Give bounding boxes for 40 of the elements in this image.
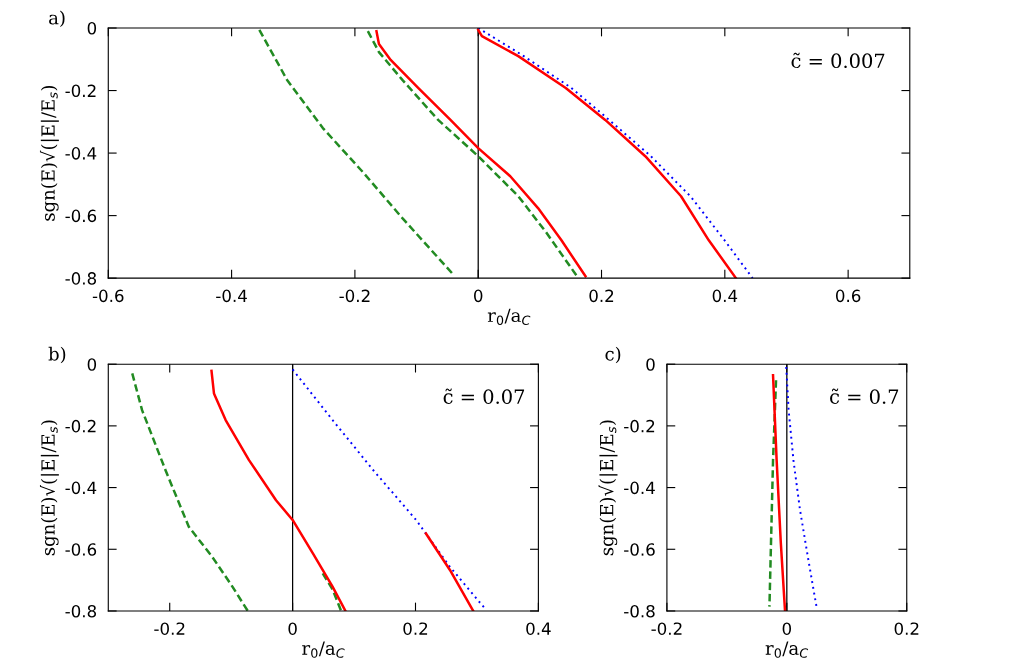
y-tick-label: -0.6 [65,209,97,223]
annotation: c̃ = 0.7 [830,388,899,404]
y-tick-label: -0.2 [65,419,96,433]
y-tick-label: -0.8 [65,272,97,285]
y-axis-title: sgn(E)√(|E|/E$_{s}$) [39,85,59,221]
y-tick-label: 0 [87,358,97,371]
annotation: c̃ = 0.07 [443,388,525,404]
y-axis-title: sgn(E)√(|E|/E$_{s}$) [39,420,59,556]
y-tick-label: -0.8 [624,604,655,618]
y-tick-label: -0.6 [624,543,655,556]
x-tick-label: 0.4 [526,622,551,635]
x-tick-label: -0.2 [339,289,370,303]
x-tick-label: 0.4 [712,289,738,303]
x-axis-title: r$_{0}$/a$_{C}$ [487,308,531,325]
chart-title: b) [48,346,66,364]
x-axis-title: r$_{0}$/a$_{C}$ [302,641,345,658]
y-tick-label: -0.2 [65,84,96,98]
y-tick-label: -0.4 [65,147,97,160]
y-tick-label: -0.2 [624,419,655,433]
y-tick-label: 0 [87,21,97,35]
x-tick-label: 0.6 [835,289,861,303]
y-tick-label: -0.4 [65,481,97,495]
x-tick-label: 0 [474,289,483,303]
annotation: c̃ = 0.007 [791,52,885,69]
chart-title: a) [49,10,65,28]
x-tick-label: 0 [782,622,792,635]
x-tick-label: -0.4 [216,289,247,303]
y-tick-label: -0.6 [65,543,97,556]
chart-title: c) [605,346,621,364]
x-tick-label: -0.2 [651,622,682,635]
y-tick-label: -0.8 [65,604,97,618]
y-axis-title: sgn(E)√(|E|/E$_{s}$) [598,420,618,556]
x-tick-label: 0.2 [403,622,428,635]
x-tick-label: 0.2 [894,622,919,635]
x-axis-title: r$_{0}$/a$_{C}$ [765,641,809,658]
x-tick-label: 0.2 [589,289,614,303]
x-tick-label: 0 [288,622,297,635]
y-tick-label: -0.4 [624,481,655,495]
y-tick-label: 0 [646,358,655,371]
x-tick-label: -0.2 [154,622,185,635]
